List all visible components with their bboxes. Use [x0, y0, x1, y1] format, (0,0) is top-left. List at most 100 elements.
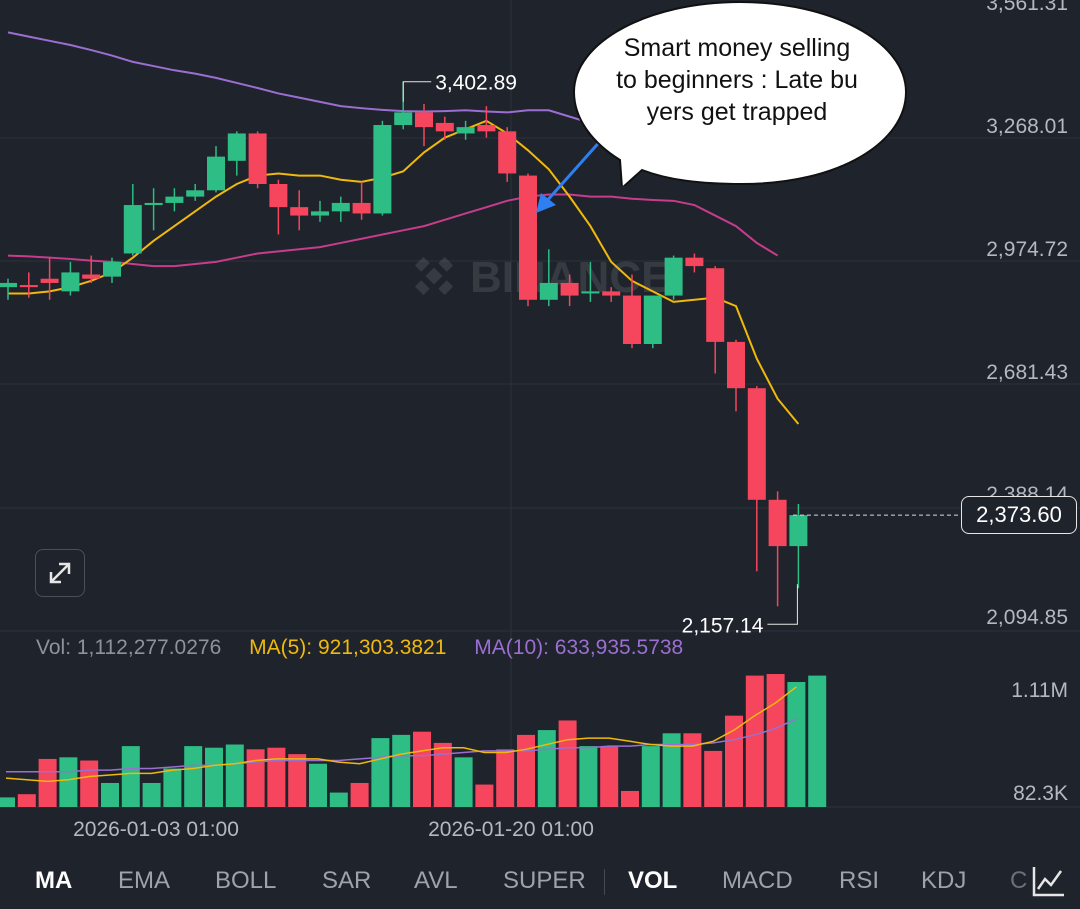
candle-body — [290, 207, 309, 216]
volume-bar — [600, 746, 619, 807]
volume-ma10-line — [6, 718, 797, 773]
tab-sar[interactable]: SAR — [322, 867, 372, 894]
volume-ma10-value: MA(10): 633,935.5738 — [474, 636, 684, 659]
x-tick-label: 2026-01-03 01:00 — [73, 818, 239, 841]
current-price-tag[interactable]: 2,373.60 — [961, 496, 1077, 534]
speech-bubble — [572, 0, 908, 186]
volume-bar — [205, 747, 223, 807]
volume-bar — [329, 792, 348, 807]
candle-body — [706, 268, 725, 342]
candle-body — [415, 112, 433, 128]
volume-tick-label: 1.11M — [1011, 679, 1068, 702]
candle-body — [19, 285, 38, 288]
candle-body — [747, 388, 766, 500]
volume-bar — [433, 742, 452, 807]
high-price-label: 3,402.89 — [435, 72, 517, 95]
volume-bar — [59, 757, 78, 807]
x-tick-label: 2026-01-20 01:00 — [428, 818, 594, 841]
candlestick-chart[interactable]: BINANCE 3,402.89 2,157.14 3,561.31 3,268… — [0, 0, 1080, 845]
low-price-label: 2,157.14 — [682, 614, 764, 637]
candle-body — [685, 257, 704, 267]
volume-bar — [413, 731, 431, 807]
volume-tick-label: 82.3K — [1013, 782, 1068, 805]
candle-body — [207, 156, 225, 191]
price-grid — [0, 0, 1080, 808]
volume-bar — [17, 794, 36, 807]
volume-bar — [787, 682, 806, 807]
candle-body — [40, 278, 59, 283]
volume-bars — [0, 674, 827, 807]
volume-bar — [579, 746, 598, 807]
tab-separator — [604, 869, 605, 895]
volume-bar — [101, 782, 119, 807]
candle-body — [477, 125, 496, 132]
tab-boll[interactable]: BOLL — [215, 867, 277, 894]
annotation-line: Smart money selling — [623, 34, 851, 62]
volume-bar — [288, 754, 307, 807]
volume-bar — [350, 782, 369, 807]
volume-bar — [745, 675, 764, 807]
volume-bar — [496, 749, 515, 807]
y-tick-label: 3,561.31 — [986, 0, 1068, 15]
candle-body — [727, 341, 745, 389]
volume-bar — [142, 782, 161, 807]
tab-super[interactable]: SUPER — [503, 867, 586, 894]
time-axis-labels: 2026-01-03 01:00 2026-01-20 01:00 — [73, 818, 594, 841]
tab-macd[interactable]: MACD — [722, 867, 793, 894]
volume-bar — [225, 744, 244, 807]
volume-bar — [621, 790, 639, 807]
candle-body — [0, 282, 17, 288]
annotation-line: to beginners : Late bu — [616, 66, 858, 94]
expand-chart-button[interactable] — [35, 549, 85, 597]
tab-kdj[interactable]: KDJ — [921, 867, 967, 894]
volume-ma5-line — [5, 686, 797, 783]
candle-body — [539, 282, 558, 300]
indicator-tab-bar: MA EMA BOLL SAR AVL SUPER VOL MACD RSI K… — [0, 845, 1080, 909]
candle-body — [643, 295, 662, 344]
volume-bar — [766, 674, 785, 807]
volume-axis-labels: 1.11M 82.3K — [1011, 679, 1068, 805]
volume-bar — [184, 746, 203, 807]
candle-body — [311, 211, 329, 216]
candle-body — [581, 291, 600, 294]
candle-body — [186, 190, 205, 197]
volume-bar — [392, 734, 411, 807]
tab-ma[interactable]: MA — [35, 867, 73, 894]
candle-body — [82, 274, 101, 279]
volume-bar — [683, 733, 702, 807]
chart-settings-button[interactable] — [1030, 865, 1066, 899]
y-tick-label: 2,681.43 — [986, 361, 1068, 384]
volume-bar — [246, 749, 265, 807]
annotation-arrow — [536, 137, 605, 213]
annotation-line: yers get trapped — [646, 98, 828, 126]
tab-vol[interactable]: VOL — [628, 867, 678, 894]
candle-body — [123, 205, 142, 254]
volume-bar — [121, 746, 140, 807]
candle-body — [269, 183, 288, 208]
y-tick-label: 2,974.72 — [986, 238, 1068, 261]
volume-bar — [517, 734, 535, 807]
y-tick-label: 3,268.01 — [986, 115, 1068, 138]
volume-bar — [163, 768, 182, 807]
tab-ema[interactable]: EMA — [118, 867, 171, 894]
volume-bar — [309, 763, 327, 807]
volume-bar — [454, 757, 473, 807]
candle-body — [519, 175, 537, 300]
tab-avl[interactable]: AVL — [414, 867, 458, 894]
tab-rsi[interactable]: RSI — [839, 867, 880, 894]
ma-magenta-line — [7, 193, 779, 268]
price-axis-labels: 3,561.31 3,268.01 2,974.72 2,681.43 2,38… — [986, 0, 1068, 629]
volume-ma-lines — [5, 686, 797, 783]
tab-more[interactable]: C — [1010, 867, 1028, 894]
candle-body — [331, 202, 350, 212]
candle-body — [394, 112, 413, 126]
candle-body — [144, 202, 163, 206]
candle-body — [602, 291, 621, 296]
volume-bar — [371, 738, 390, 807]
volume-info-row: Vol: 1,112,277.0276 MA(5): 921,303.3821 … — [36, 636, 705, 660]
candle-body — [103, 261, 121, 277]
volume-bar — [558, 720, 577, 807]
candle-body — [435, 122, 454, 132]
y-tick-label: 2,094.85 — [986, 606, 1068, 629]
volume-ma5-value: MA(5): 921,303.3821 — [249, 636, 447, 659]
